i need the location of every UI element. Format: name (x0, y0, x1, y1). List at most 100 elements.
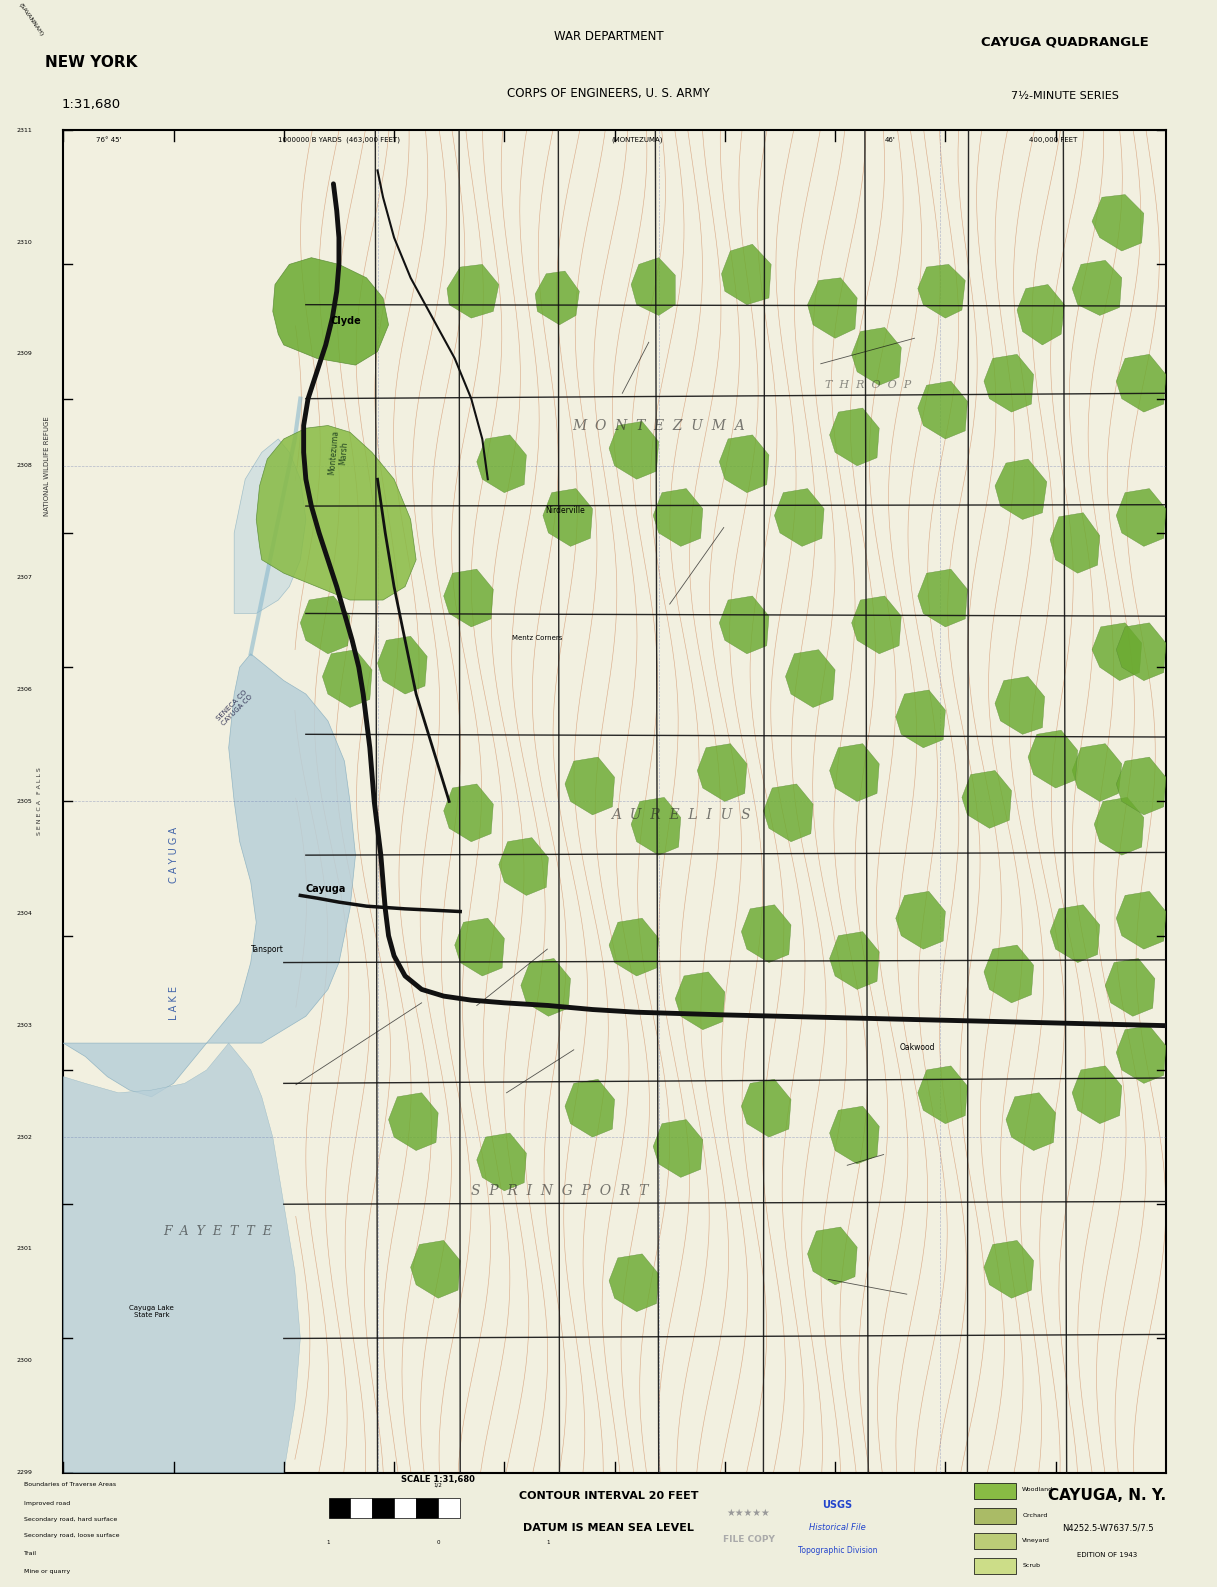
Polygon shape (1072, 744, 1122, 801)
Text: Nirderville: Nirderville (545, 506, 585, 514)
Text: Clyde: Clyde (330, 316, 361, 325)
Text: 2305: 2305 (17, 798, 33, 805)
Text: Vineyard: Vineyard (1022, 1538, 1050, 1543)
Polygon shape (654, 1120, 702, 1178)
Text: 2308: 2308 (17, 463, 33, 468)
Text: F  A  Y  E  T  T  E: F A Y E T T E (163, 1225, 273, 1238)
FancyBboxPatch shape (372, 1498, 394, 1519)
Polygon shape (301, 597, 350, 654)
Text: CAYUGA, N. Y.: CAYUGA, N. Y. (1048, 1489, 1167, 1503)
Text: 0: 0 (437, 1539, 439, 1544)
Text: T  H  R  O  O  P: T H R O O P (825, 381, 912, 390)
Text: CAYUGA QUADRANGLE: CAYUGA QUADRANGLE (981, 35, 1149, 48)
Text: NEW YORK: NEW YORK (45, 56, 138, 70)
Polygon shape (477, 435, 527, 492)
Text: (SAVANNAH): (SAVANNAH) (17, 2, 44, 37)
Polygon shape (1116, 757, 1166, 814)
Text: Tansport: Tansport (251, 944, 284, 954)
Text: 400,000 FEET: 400,000 FEET (1030, 136, 1078, 143)
Polygon shape (1050, 905, 1100, 963)
Text: 2303: 2303 (17, 1022, 33, 1028)
Polygon shape (521, 959, 571, 1016)
Polygon shape (535, 271, 579, 325)
Text: ★★★★★: ★★★★★ (727, 1508, 770, 1517)
Polygon shape (996, 676, 1044, 735)
Polygon shape (961, 771, 1011, 828)
Polygon shape (234, 440, 305, 614)
Text: C A Y U G A: C A Y U G A (168, 827, 179, 884)
Polygon shape (1094, 797, 1144, 855)
Polygon shape (1072, 1066, 1122, 1124)
Polygon shape (654, 489, 702, 546)
Polygon shape (608, 1254, 658, 1311)
Text: 2306: 2306 (17, 687, 33, 692)
Polygon shape (1028, 730, 1078, 789)
Text: EDITION OF 1943: EDITION OF 1943 (1077, 1552, 1138, 1558)
Text: 1: 1 (327, 1539, 330, 1544)
Text: WAR DEPARTMENT: WAR DEPARTMENT (554, 30, 663, 43)
Polygon shape (719, 435, 769, 492)
Text: L A K E: L A K E (168, 986, 179, 1020)
Text: NATIONAL WILDLIFE REFUGE: NATIONAL WILDLIFE REFUGE (44, 416, 50, 516)
Text: Historical File: Historical File (809, 1524, 865, 1531)
Text: Montezuma
Marsh: Montezuma Marsh (327, 428, 350, 476)
Polygon shape (63, 1043, 301, 1473)
Polygon shape (918, 381, 968, 440)
Text: Boundaries of Traverse Areas: Boundaries of Traverse Areas (24, 1482, 117, 1487)
Polygon shape (388, 1093, 438, 1151)
Polygon shape (63, 654, 355, 1097)
Polygon shape (1017, 284, 1065, 344)
Polygon shape (808, 1227, 857, 1285)
Text: 1/2: 1/2 (433, 1482, 443, 1487)
Text: Improved road: Improved road (24, 1501, 71, 1506)
Text: N4252.5-W7637.5/7.5: N4252.5-W7637.5/7.5 (1061, 1524, 1154, 1531)
Text: DATUM IS MEAN SEA LEVEL: DATUM IS MEAN SEA LEVEL (523, 1522, 694, 1533)
Text: 2299: 2299 (16, 1470, 33, 1476)
Text: 2311: 2311 (17, 127, 33, 133)
FancyBboxPatch shape (438, 1498, 460, 1519)
Polygon shape (741, 1079, 791, 1136)
Polygon shape (830, 932, 879, 989)
Text: (MONTEZUMA): (MONTEZUMA) (611, 136, 662, 143)
Polygon shape (608, 919, 658, 976)
Polygon shape (985, 1241, 1033, 1298)
Polygon shape (675, 971, 725, 1030)
Polygon shape (543, 489, 593, 546)
Polygon shape (447, 265, 499, 317)
Polygon shape (697, 744, 747, 801)
Text: Cayuga: Cayuga (305, 884, 346, 893)
Polygon shape (830, 408, 879, 467)
Polygon shape (323, 649, 372, 708)
Polygon shape (1092, 195, 1144, 251)
Text: FILE COPY: FILE COPY (723, 1535, 774, 1544)
FancyBboxPatch shape (350, 1498, 372, 1519)
Polygon shape (741, 905, 791, 963)
Polygon shape (918, 570, 968, 627)
Polygon shape (763, 784, 813, 841)
Polygon shape (565, 757, 615, 814)
Text: Scrub: Scrub (1022, 1563, 1041, 1568)
Polygon shape (444, 784, 493, 841)
Polygon shape (719, 597, 769, 654)
Text: Mine or quarry: Mine or quarry (24, 1570, 71, 1574)
Polygon shape (257, 425, 416, 600)
Text: Trail: Trail (24, 1550, 38, 1555)
Polygon shape (1116, 354, 1166, 413)
Text: Woodland: Woodland (1022, 1487, 1054, 1492)
Polygon shape (1116, 1025, 1166, 1084)
Polygon shape (1092, 622, 1142, 681)
Polygon shape (377, 636, 427, 694)
Text: M  O  N  T  E  Z  U  M  A: M O N T E Z U M A (572, 419, 745, 433)
Polygon shape (896, 690, 946, 747)
Text: 7½-MINUTE SERIES: 7½-MINUTE SERIES (1011, 92, 1118, 102)
FancyBboxPatch shape (394, 1498, 416, 1519)
Text: 2310: 2310 (17, 240, 33, 244)
FancyBboxPatch shape (416, 1498, 438, 1519)
Text: 46': 46' (885, 136, 896, 143)
Text: CONTOUR INTERVAL 20 FEET: CONTOUR INTERVAL 20 FEET (518, 1490, 699, 1501)
Polygon shape (455, 919, 504, 976)
Polygon shape (918, 265, 965, 317)
Polygon shape (774, 489, 824, 546)
Text: 1:31,680: 1:31,680 (62, 98, 120, 111)
FancyBboxPatch shape (974, 1482, 1016, 1500)
